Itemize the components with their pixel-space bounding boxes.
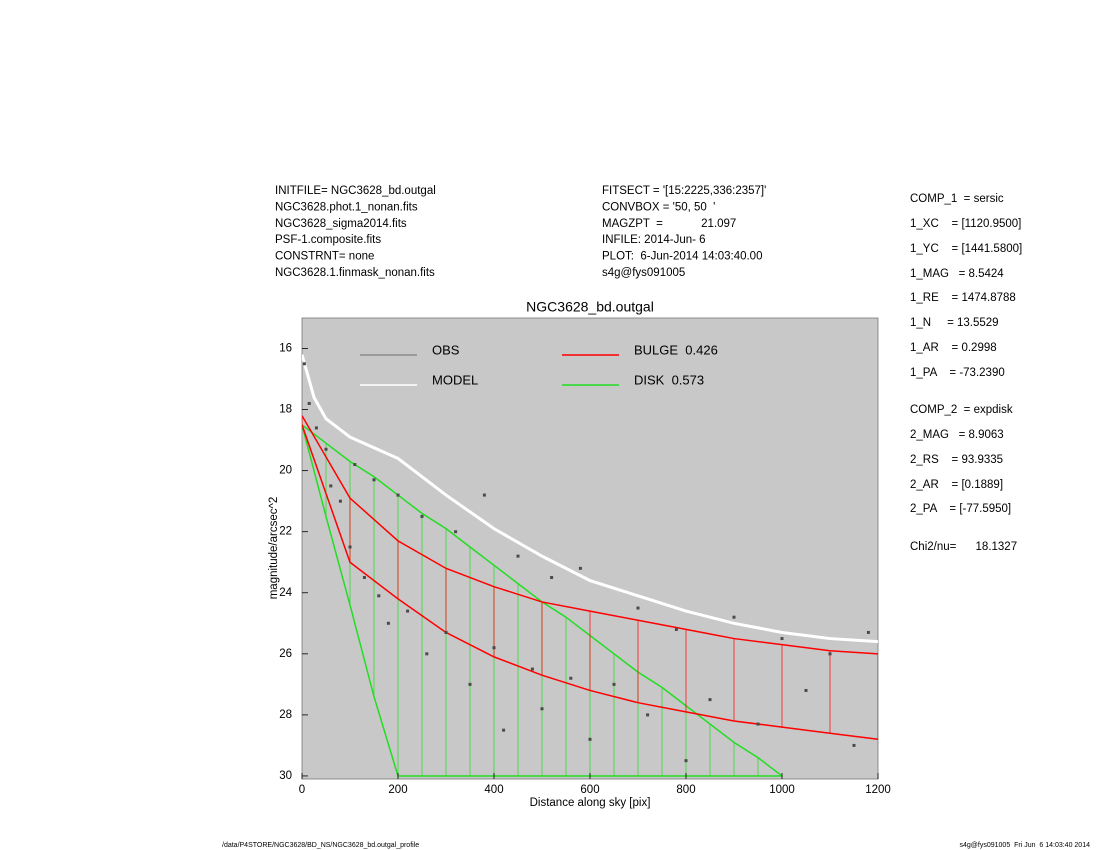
obs-point [588, 737, 592, 741]
obs-point [348, 545, 352, 549]
y-tick-label: 16 [279, 343, 292, 355]
y-axis-label: magnitude/arcsec^2 [268, 497, 280, 600]
parameter-line: 2_AR = [0.1889] [910, 479, 1003, 491]
obs-point [756, 722, 760, 726]
parameter-line: Chi2/nu= 18.1327 [910, 541, 1017, 553]
obs-point [482, 493, 486, 497]
obs-point [780, 637, 784, 641]
parameter-line: 1_AR = 0.2998 [910, 342, 997, 354]
header-mid-line: PLOT: 6-Jun-2014 14:03:40.00 [602, 251, 762, 263]
obs-point [406, 609, 410, 613]
header-mid-line: FITSECT = '[15:2225,336:2357]' [602, 185, 766, 197]
obs-point [353, 463, 357, 467]
parameter-line: COMP_2 = expdisk [910, 404, 1013, 416]
plot-area [302, 354, 878, 777]
parameter-line: COMP_1 = sersic [910, 193, 1004, 205]
x-tick-label: 200 [388, 784, 407, 796]
obs-point [302, 362, 306, 366]
obs-point [732, 615, 736, 619]
obs-point [396, 493, 400, 497]
parameter-line: 1_MAG = 8.5424 [910, 268, 1004, 280]
obs-point [674, 627, 678, 631]
parameter-line: 1_PA = -73.2390 [910, 367, 1005, 379]
header-mid-line: INFILE: 2014-Jun- 6 [602, 234, 706, 246]
obs-point [828, 652, 832, 656]
obs-point [338, 499, 342, 503]
legend-label: MODEL [432, 372, 478, 387]
obs-point [866, 630, 870, 634]
model-line [302, 354, 878, 644]
obs-point [708, 698, 712, 702]
header-left-line: NGC3628.1.finmask_nonan.fits [275, 267, 435, 279]
obs-point [502, 728, 506, 732]
header-left-line: NGC3628.phot.1_nonan.fits [275, 201, 418, 213]
obs-point [550, 576, 554, 580]
header-left-line: NGC3628_sigma2014.fits [275, 218, 407, 230]
header-left-line: PSF-1.composite.fits [275, 234, 381, 246]
obs-point [530, 667, 534, 671]
obs-point [684, 759, 688, 763]
obs-point [612, 682, 616, 686]
footer-stamp: s4g@fys091005 Fri Jun 6 14:03:40 2014 [960, 842, 1091, 849]
obs-point [454, 530, 458, 534]
x-axis-label: Distance along sky [pix] [530, 797, 651, 809]
y-tick-label: 24 [279, 587, 292, 599]
obs-point [492, 646, 496, 650]
obs-point [372, 478, 376, 482]
legend-label: DISK 0.573 [634, 372, 704, 387]
obs-point [307, 401, 311, 405]
legend-label: BULGE 0.426 [634, 342, 718, 357]
obs-point [377, 594, 381, 598]
parameter-line: 1_XC = [1120.9500] [910, 218, 1021, 230]
obs-point [852, 743, 856, 747]
band-lower-edge [302, 424, 782, 777]
chart-title: NGC3628_bd.outgal [526, 299, 654, 315]
parameter-line: 2_MAG = 8.9063 [910, 429, 1004, 441]
x-tick-label: 1200 [865, 784, 891, 796]
header-mid-line: MAGZPT = 21.097 [602, 218, 736, 230]
y-tick-label: 26 [279, 648, 292, 660]
obs-point [444, 630, 448, 634]
y-tick-label: 22 [279, 526, 292, 538]
obs-point [362, 576, 366, 580]
obs-point [636, 606, 640, 610]
y-tick-label: 28 [279, 709, 292, 721]
obs-point [646, 713, 650, 717]
legend-label: OBS [432, 342, 460, 357]
obs-point [324, 447, 328, 451]
x-tick-label: 1000 [769, 784, 795, 796]
header-left-line: INITFILE= NGC3628_bd.outgal [275, 185, 436, 197]
obs-point [425, 652, 429, 656]
x-tick-label: 400 [484, 784, 503, 796]
parameter-line: 2_RS = 93.9335 [910, 454, 1003, 466]
parameter-line: 2_PA = [-77.5950] [910, 503, 1011, 515]
y-tick-label: 18 [279, 404, 292, 416]
obs-point [468, 682, 472, 686]
parameter-line: 1_N = 13.5529 [910, 317, 999, 329]
obs-point [540, 707, 544, 711]
band-lower-edge [302, 424, 878, 741]
obs-point [420, 514, 424, 518]
obs-point [314, 426, 318, 430]
parameter-line: 1_RE = 1474.8788 [910, 292, 1016, 304]
obs-point [516, 554, 520, 558]
y-tick-label: 20 [279, 465, 292, 477]
x-tick-label: 600 [580, 784, 599, 796]
obs-point [804, 688, 808, 692]
parameter-line: 1_YC = [1441.5800] [910, 243, 1022, 255]
header-mid-line: s4g@fys091005 [602, 267, 685, 279]
obs-point [386, 621, 390, 625]
footer-path: /data/P4STORE/NGC3628/BD_NS/NGC3628_bd.o… [222, 842, 419, 849]
header-mid-line: CONVBOX = '50, 50 ' [602, 201, 715, 213]
obs-point [329, 484, 333, 488]
obs-point [578, 566, 582, 570]
x-tick-label: 0 [299, 784, 305, 796]
band-upper-edge [302, 415, 878, 655]
y-tick-label: 30 [279, 770, 292, 782]
x-tick-label: 800 [676, 784, 695, 796]
obs-point [569, 676, 573, 680]
header-left-line: CONSTRNT= none [275, 251, 374, 263]
